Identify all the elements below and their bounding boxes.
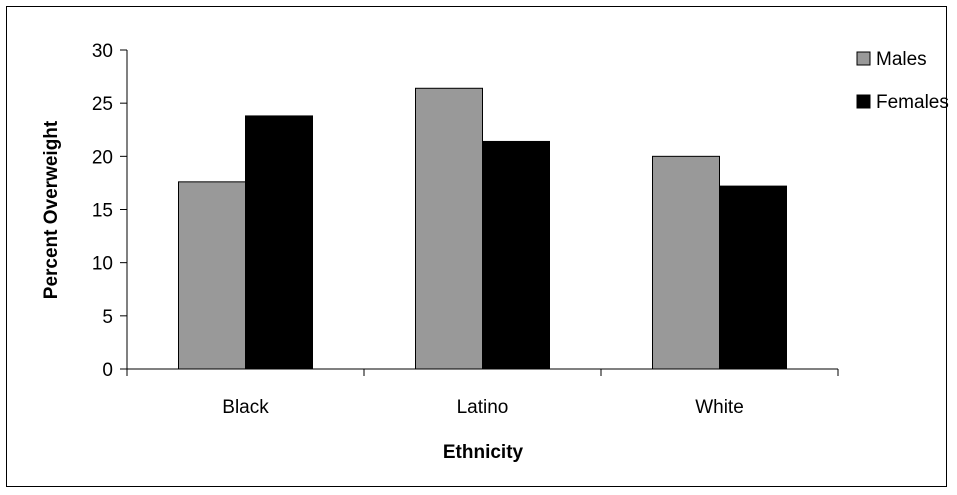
y-tick-label: 30 [92,41,113,62]
x-category-label: Black [222,397,269,418]
bars [178,87,787,370]
y-tick-label: 10 [92,254,113,275]
legend-swatch-females [856,94,871,109]
y-axis-title: Percent Overweight [41,120,62,299]
y-tick-label: 20 [92,147,113,168]
axes [126,50,839,376]
bar-females-latino [482,140,550,370]
bar-females-white [719,185,787,370]
bar-males-white [652,155,720,370]
bar-males-black [178,181,246,370]
y-tick-label: 15 [92,201,113,222]
y-tick-label: 25 [92,94,113,115]
legend-label-males: Males [876,49,927,70]
x-category-label: Latino [457,397,509,418]
x-category-label: White [695,397,744,418]
bar-males-latino [415,87,483,370]
x-axis-category-labels: Black Latino White [222,397,744,418]
y-axis-ticks: 0 5 10 15 20 25 30 [92,41,127,381]
y-tick-label: 0 [102,360,113,381]
legend: Males Females [856,49,949,113]
x-axis-title: Ethnicity [443,442,524,463]
y-tick-label: 5 [102,307,113,328]
bar-females-black [245,115,313,370]
legend-label-females: Females [876,92,949,113]
legend-swatch-males [856,51,871,66]
